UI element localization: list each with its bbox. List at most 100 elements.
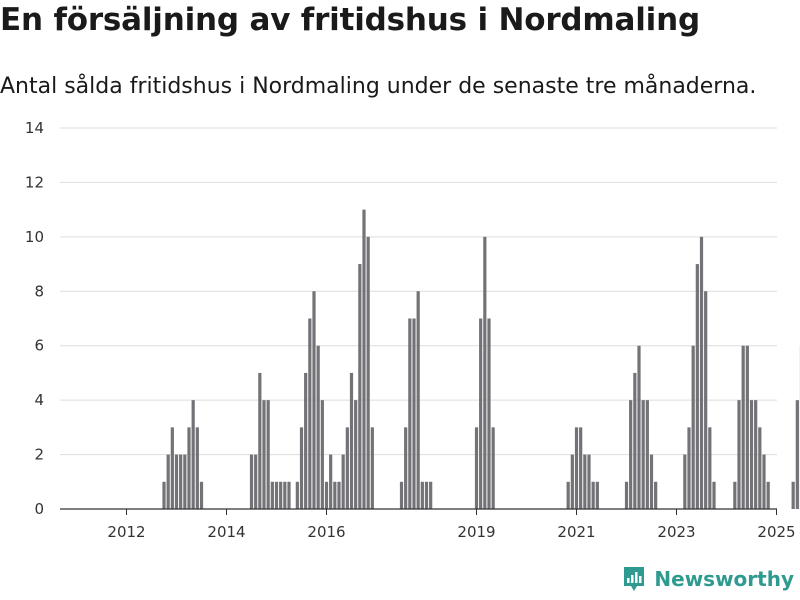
bar bbox=[591, 481, 595, 509]
bar bbox=[704, 291, 708, 509]
bar bbox=[566, 481, 570, 509]
brand-name: Newsworthy bbox=[654, 567, 794, 591]
x-tick-label: 2012 bbox=[107, 523, 145, 541]
bar bbox=[295, 481, 299, 509]
bar bbox=[270, 481, 274, 509]
bar bbox=[745, 345, 749, 509]
bar bbox=[758, 427, 762, 509]
bar bbox=[358, 264, 362, 509]
y-tick-label: 4 bbox=[34, 391, 44, 409]
bar bbox=[733, 481, 737, 509]
x-tick-label: 2014 bbox=[207, 523, 245, 541]
bar bbox=[699, 236, 704, 509]
bar bbox=[766, 481, 770, 509]
x-tick-label: 2025 bbox=[757, 523, 795, 541]
bar bbox=[429, 481, 433, 509]
bar bbox=[162, 481, 166, 509]
bar bbox=[641, 400, 645, 509]
bar bbox=[320, 400, 324, 509]
bar bbox=[479, 318, 483, 509]
bar bbox=[187, 427, 191, 509]
bar bbox=[645, 400, 649, 509]
bar bbox=[687, 427, 691, 509]
bar bbox=[329, 454, 333, 509]
bar bbox=[629, 400, 633, 509]
bar bbox=[408, 318, 412, 509]
bar bbox=[183, 454, 187, 509]
bar bbox=[595, 481, 599, 509]
bar bbox=[258, 372, 262, 509]
bar bbox=[370, 427, 374, 509]
bar bbox=[299, 427, 304, 509]
chart-title: En försäljning av fritidshus i Nordmalin… bbox=[0, 2, 700, 38]
x-tick-label: 2019 bbox=[457, 523, 495, 541]
bar bbox=[420, 481, 424, 509]
bar bbox=[708, 427, 712, 509]
x-tick-label: 2021 bbox=[557, 523, 595, 541]
bar bbox=[324, 481, 329, 509]
bar bbox=[654, 481, 658, 509]
y-tick-label: 6 bbox=[34, 337, 44, 355]
bar bbox=[637, 345, 641, 509]
bar bbox=[741, 345, 745, 509]
bar bbox=[795, 400, 799, 509]
bar bbox=[712, 481, 716, 509]
bar bbox=[737, 400, 741, 509]
y-tick-label: 12 bbox=[25, 173, 44, 191]
bar bbox=[316, 345, 320, 509]
bar bbox=[174, 454, 179, 509]
x-tick-label: 2023 bbox=[657, 523, 695, 541]
bar bbox=[279, 481, 283, 509]
bar bbox=[366, 236, 370, 509]
bar bbox=[762, 454, 766, 509]
bar bbox=[254, 454, 258, 509]
bar bbox=[749, 400, 754, 509]
chart-subtitle: Antal sålda fritidshus i Nordmaling unde… bbox=[0, 74, 757, 99]
bar bbox=[649, 454, 654, 509]
bar bbox=[633, 372, 637, 509]
bar bbox=[579, 427, 583, 509]
bar bbox=[354, 400, 358, 509]
bar bbox=[624, 481, 629, 509]
bar bbox=[583, 454, 587, 509]
bar bbox=[195, 427, 199, 509]
bar bbox=[304, 372, 308, 509]
y-tick-label: 14 bbox=[25, 119, 44, 137]
bar bbox=[570, 454, 574, 509]
bar bbox=[341, 454, 345, 509]
y-tick-label: 2 bbox=[34, 446, 44, 464]
newsworthy-logo-icon bbox=[624, 567, 645, 591]
bar bbox=[166, 454, 170, 509]
bar bbox=[474, 427, 479, 509]
bar bbox=[691, 345, 695, 509]
bar bbox=[308, 318, 312, 509]
bar bbox=[695, 264, 699, 509]
bar bbox=[791, 481, 795, 509]
brand-logo: Newsworthy bbox=[622, 566, 794, 592]
bar bbox=[179, 454, 183, 509]
bar bbox=[399, 481, 404, 509]
bar bbox=[416, 291, 420, 509]
bar bbox=[362, 209, 366, 509]
y-tick-label: 10 bbox=[25, 228, 44, 246]
bar bbox=[274, 481, 279, 509]
bar bbox=[337, 481, 341, 509]
bar bbox=[587, 454, 591, 509]
bar bbox=[483, 236, 487, 509]
bar bbox=[424, 481, 429, 509]
bar bbox=[333, 481, 337, 509]
y-tick-label: 8 bbox=[34, 282, 44, 300]
bar bbox=[191, 400, 195, 509]
bar bbox=[574, 427, 579, 509]
bar bbox=[412, 318, 416, 509]
bar bbox=[170, 427, 174, 509]
bar bbox=[487, 318, 491, 509]
bar bbox=[199, 481, 204, 509]
x-tick-label: 2016 bbox=[307, 523, 345, 541]
bar bbox=[491, 427, 495, 509]
bar bbox=[754, 400, 758, 509]
y-tick-label: 0 bbox=[34, 500, 44, 518]
bar bbox=[683, 454, 687, 509]
bar bbox=[283, 481, 287, 509]
